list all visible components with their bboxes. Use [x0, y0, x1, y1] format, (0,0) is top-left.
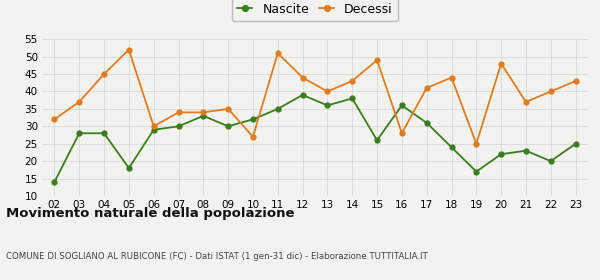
Decessi — [150, 125, 157, 128]
Nascite — [423, 121, 430, 125]
Line: Nascite: Nascite — [52, 92, 578, 185]
Decessi — [76, 100, 83, 104]
Nascite — [448, 146, 455, 149]
Nascite — [200, 114, 207, 118]
Nascite — [274, 107, 281, 111]
Nascite — [299, 93, 306, 97]
Decessi — [523, 100, 530, 104]
Decessi — [250, 135, 257, 138]
Nascite — [473, 170, 480, 173]
Nascite — [125, 166, 133, 170]
Decessi — [473, 142, 480, 145]
Decessi — [100, 72, 107, 76]
Nascite — [398, 104, 406, 107]
Decessi — [299, 76, 306, 79]
Nascite — [250, 118, 257, 121]
Nascite — [324, 104, 331, 107]
Decessi — [497, 62, 505, 65]
Nascite — [76, 132, 83, 135]
Decessi — [349, 79, 356, 83]
Decessi — [373, 59, 380, 62]
Nascite — [523, 149, 530, 152]
Nascite — [497, 153, 505, 156]
Nascite — [547, 160, 554, 163]
Legend: Nascite, Decessi: Nascite, Decessi — [232, 0, 398, 21]
Decessi — [572, 79, 579, 83]
Nascite — [373, 139, 380, 142]
Decessi — [274, 52, 281, 55]
Text: COMUNE DI SOGLIANO AL RUBICONE (FC) - Dati ISTAT (1 gen-31 dic) - Elaborazione T: COMUNE DI SOGLIANO AL RUBICONE (FC) - Da… — [6, 252, 428, 261]
Decessi — [398, 132, 406, 135]
Nascite — [100, 132, 107, 135]
Text: Movimento naturale della popolazione: Movimento naturale della popolazione — [6, 207, 295, 220]
Nascite — [150, 128, 157, 132]
Decessi — [175, 111, 182, 114]
Decessi — [224, 107, 232, 111]
Nascite — [224, 125, 232, 128]
Decessi — [448, 76, 455, 79]
Line: Decessi: Decessi — [52, 47, 578, 146]
Decessi — [423, 86, 430, 90]
Nascite — [572, 142, 579, 145]
Nascite — [51, 180, 58, 184]
Decessi — [200, 111, 207, 114]
Decessi — [547, 90, 554, 93]
Decessi — [324, 90, 331, 93]
Decessi — [125, 48, 133, 51]
Decessi — [51, 118, 58, 121]
Nascite — [349, 97, 356, 100]
Nascite — [175, 125, 182, 128]
